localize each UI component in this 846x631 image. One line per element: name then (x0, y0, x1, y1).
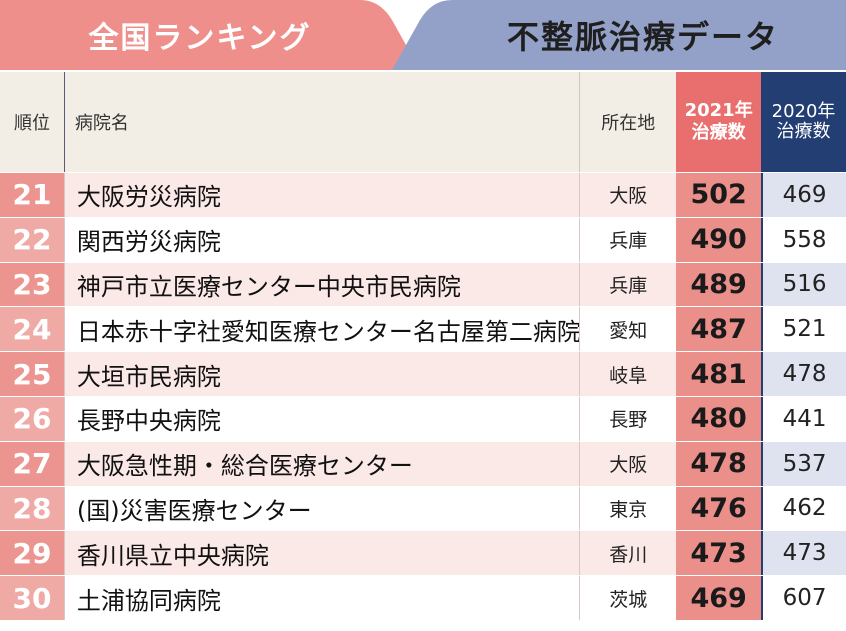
banner-shapes (0, 0, 846, 70)
hospital-cell: 長野中央病院 (63, 396, 580, 441)
location-cell: 大阪 (579, 173, 677, 217)
hospital-cell: (国)災害医療センター (63, 486, 580, 531)
count-2021-cell: 476 (676, 486, 762, 531)
count-2020-cell: 521 (761, 307, 846, 352)
rank-cell: 22 (0, 217, 64, 262)
count-2020-cell: 558 (761, 217, 846, 262)
title-banner: 全国ランキング 不整脈治療データ (0, 0, 846, 70)
header-2020-label: 治療数 (776, 121, 831, 142)
table-row: 21 大阪労災病院 大阪 502 469 (0, 172, 846, 217)
count-2021-cell: 481 (676, 352, 762, 396)
table-row: 24 日本赤十字社愛知医療センター名古屋第二病院 愛知 487 521 (0, 306, 846, 352)
count-2021-cell: 480 (676, 396, 762, 441)
hospital-cell: 土浦協同病院 (63, 576, 580, 620)
rank-cell: 29 (0, 531, 64, 576)
table-row: 27 大阪急性期・総合医療センター 大阪 478 537 (0, 440, 846, 486)
banner-left-shape (0, 0, 420, 70)
table-row: 23 神戸市立医療センター中央市民病院 兵庫 489 516 (0, 261, 846, 307)
location-cell: 東京 (579, 486, 677, 531)
count-2020-cell: 537 (761, 441, 846, 486)
table-row: 25 大垣市民病院 岐阜 481 478 (0, 351, 846, 396)
table-row: 29 香川県立中央病院 香川 473 473 (0, 530, 846, 576)
hospital-cell: 大阪労災病院 (63, 173, 580, 217)
table-row: 28 (国)災害医療センター 東京 476 462 (0, 485, 846, 531)
hospital-cell: 大阪急性期・総合医療センター (63, 441, 580, 486)
hospital-cell: 神戸市立医療センター中央市民病院 (63, 262, 580, 307)
location-cell: 香川 (579, 531, 677, 576)
location-cell: 兵庫 (579, 262, 677, 307)
location-cell: 愛知 (579, 307, 677, 352)
location-cell: 兵庫 (579, 217, 677, 262)
count-2020-cell: 462 (761, 486, 846, 531)
hospital-cell: 香川県立中央病院 (63, 531, 580, 576)
count-2020-cell: 607 (761, 576, 846, 620)
rank-cell: 23 (0, 262, 64, 307)
table-header: 順位 病院名 所在地 2021年 治療数 2020年 治療数 (0, 72, 846, 172)
header-hospital: 病院名 (63, 72, 579, 172)
rank-cell: 28 (0, 486, 64, 531)
header-2020-year: 2020年 (771, 101, 836, 122)
count-2020-cell: 478 (761, 352, 846, 396)
rank-cell: 24 (0, 307, 64, 352)
rank-cell: 25 (0, 352, 64, 396)
count-2020-cell: 441 (761, 396, 846, 441)
header-2021-count: 2021年 治療数 (676, 72, 762, 172)
header-2021-year: 2021年 (684, 100, 753, 121)
count-2020-cell: 473 (761, 531, 846, 576)
count-2021-cell: 478 (676, 441, 762, 486)
count-2020-cell: 469 (761, 173, 846, 217)
location-cell: 長野 (579, 396, 677, 441)
rank-cell: 30 (0, 576, 64, 620)
header-rank: 順位 (13, 113, 50, 134)
ranking-table: 順位 病院名 所在地 2021年 治療数 2020年 治療数 21 大阪労災病院… (0, 72, 846, 620)
location-cell: 岐阜 (579, 352, 677, 396)
banner-left-title: 全国ランキング (88, 21, 312, 56)
hospital-cell: 大垣市民病院 (63, 352, 580, 396)
location-cell: 茨城 (579, 576, 677, 620)
count-2021-cell: 487 (676, 307, 762, 352)
table-row: 26 長野中央病院 長野 480 441 (0, 395, 846, 441)
rank-cell: 26 (0, 396, 64, 441)
rank-cell: 27 (0, 441, 64, 486)
count-2021-cell: 502 (676, 173, 762, 217)
count-2021-cell: 473 (676, 531, 762, 576)
table-row: 22 関西労災病院 兵庫 490 558 (0, 216, 846, 262)
table-row: 30 土浦協同病院 茨城 469 607 (0, 575, 846, 620)
hospital-cell: 関西労災病院 (63, 217, 580, 262)
header-2020-count: 2020年 治療数 (761, 72, 846, 172)
count-2021-cell: 489 (676, 262, 762, 307)
count-2021-cell: 469 (676, 576, 762, 620)
hospital-cell: 日本赤十字社愛知医療センター名古屋第二病院 (63, 307, 580, 352)
rank-cell: 21 (0, 173, 64, 217)
count-2021-cell: 490 (676, 217, 762, 262)
count-2020-cell: 516 (761, 262, 846, 307)
location-cell: 大阪 (579, 441, 677, 486)
banner-right-shape (392, 0, 846, 70)
header-location: 所在地 (579, 72, 676, 172)
header-2021-label: 治療数 (691, 122, 746, 143)
banner-right-title: 不整脈治療データ (506, 18, 779, 56)
